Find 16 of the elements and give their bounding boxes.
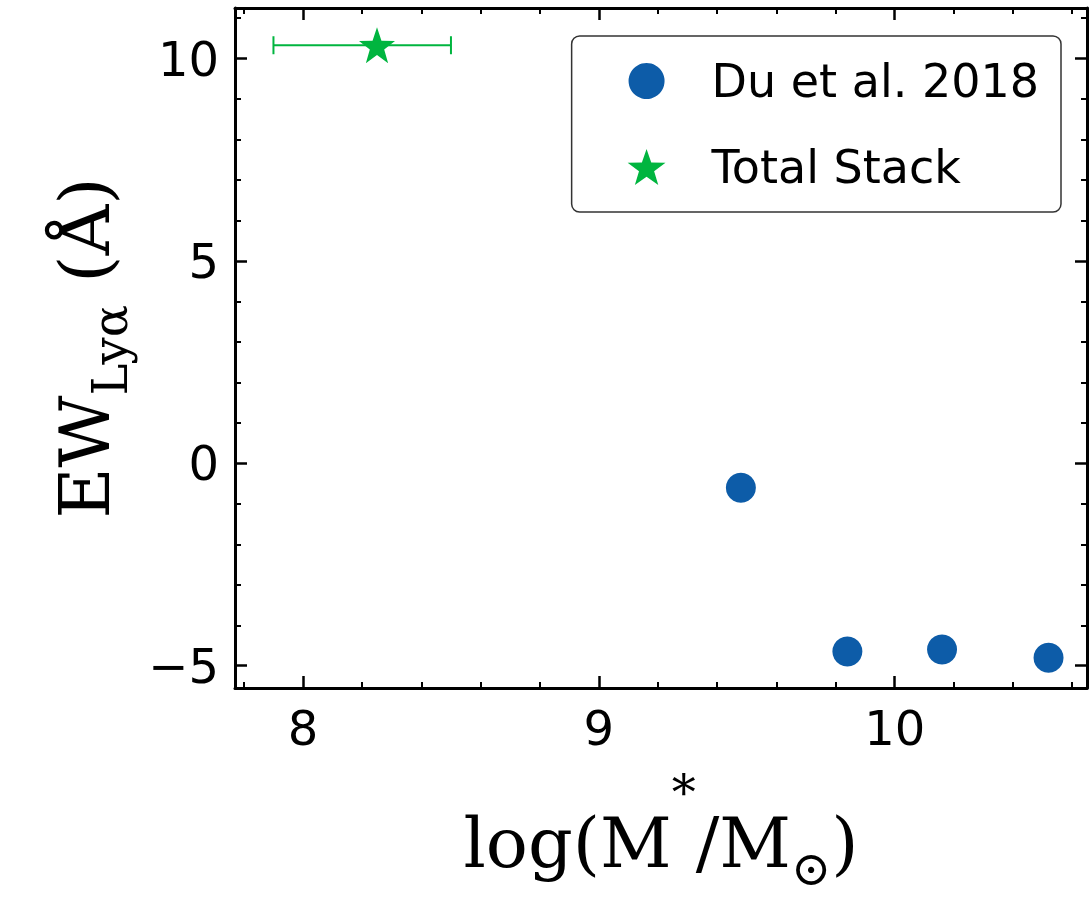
- y-tick-label: 10: [157, 30, 219, 87]
- point: [832, 636, 863, 667]
- legend-label: Du et al. 2018: [711, 54, 1039, 108]
- x-axis-title: log(M*/M⊙): [463, 764, 859, 896]
- point: [927, 634, 958, 665]
- x-tick-label: 10: [864, 700, 926, 756]
- x-tick-label: 8: [287, 700, 319, 756]
- y-tick-label: −5: [148, 637, 219, 694]
- y-tick-label: 5: [188, 232, 219, 289]
- point: [725, 472, 756, 503]
- point: [359, 27, 395, 64]
- legend-label: Total Stack: [710, 140, 962, 194]
- y-tick-label: 0: [188, 435, 219, 492]
- y-axis-title: EWLyα (Å): [44, 177, 138, 519]
- point: [1033, 642, 1064, 673]
- x-tick-label: 9: [583, 700, 615, 756]
